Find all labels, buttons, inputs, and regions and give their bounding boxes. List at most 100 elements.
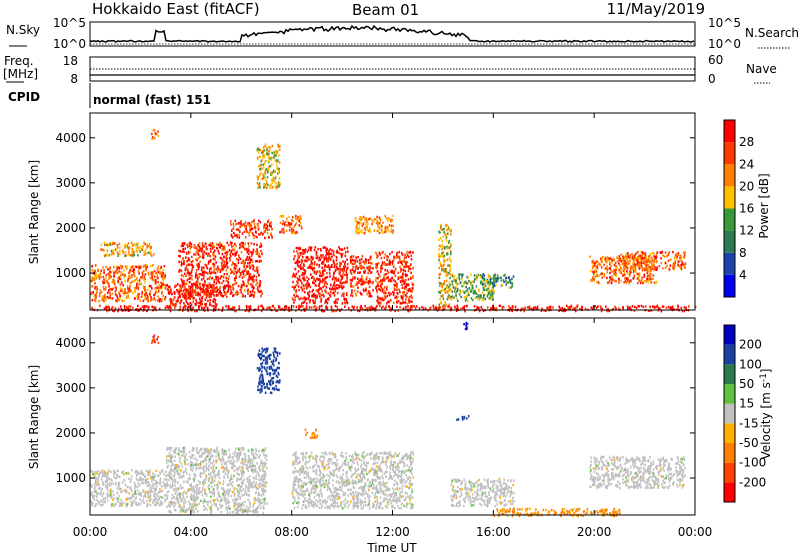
velocity-echo-0 [151, 486, 153, 490]
power-echo-0 [109, 266, 111, 269]
velocity-echo-0 [121, 490, 124, 493]
power-echo-17 [158, 307, 161, 311]
power-echo-0 [161, 277, 164, 280]
power-echo-11 [475, 278, 478, 281]
power-echo-3 [191, 268, 193, 272]
power-echo-1 [131, 252, 134, 255]
power-echo-6 [330, 252, 333, 255]
power-echo-6 [318, 259, 320, 262]
power-echo-10 [445, 279, 448, 282]
velocity-echo-0 [160, 501, 162, 504]
power-echo-4 [267, 219, 270, 222]
power-echo-3 [215, 268, 217, 271]
power-echo-14 [626, 256, 629, 259]
power-echo-11 [470, 297, 473, 300]
power-echo-17 [117, 307, 120, 311]
power-echo-6 [315, 289, 318, 292]
power-echo-14 [650, 268, 652, 271]
power-echo-7 [351, 294, 354, 298]
power-echo-9 [385, 225, 387, 229]
power-echo-11 [453, 274, 456, 278]
power-echo-8 [393, 279, 395, 282]
power-echo-0 [144, 293, 146, 296]
power-echo-0 [102, 275, 104, 279]
power-echo-3 [211, 242, 214, 245]
power-echo-14 [680, 266, 683, 269]
velocity-echo-0 [100, 489, 102, 493]
power-echo-14 [658, 264, 661, 268]
power-echo-3 [197, 253, 200, 256]
power-echo-7 [350, 284, 352, 288]
power-echo-9 [387, 225, 389, 229]
power-echo-17 [429, 306, 432, 309]
power-echo-3 [210, 272, 212, 275]
power-echo-14 [638, 256, 640, 259]
power-echo-17 [275, 309, 277, 313]
power-echo-6 [342, 281, 344, 284]
power-echo-2 [191, 291, 194, 294]
velocity-echo-0 [104, 497, 107, 500]
power-echo-4 [264, 228, 267, 231]
power-echo-8 [381, 298, 384, 301]
power-echo-2 [195, 303, 197, 307]
power-echo-3 [185, 264, 188, 267]
power-echo-9 [358, 231, 360, 235]
power-echo-14 [660, 257, 662, 260]
power-echo-8 [407, 299, 410, 302]
power-echo-6 [293, 250, 295, 253]
power-echo-10 [442, 283, 445, 286]
power-echo-12 [481, 281, 483, 284]
velocity-echo-0 [145, 469, 148, 472]
power-echo-11 [462, 284, 465, 287]
power-echo-0 [156, 274, 159, 277]
power-echo-9 [355, 229, 358, 232]
power-echo-17 [490, 307, 492, 310]
power-echo-3 [202, 252, 204, 256]
power-echo-3 [233, 272, 235, 276]
power-echo-10 [445, 274, 448, 278]
velocity-echo-0 [150, 475, 152, 479]
power-echo-3 [223, 287, 225, 290]
power-echo-6 [291, 285, 294, 289]
power-echo-2 [171, 292, 173, 296]
power-echo-6 [333, 291, 335, 294]
power-echo-17 [274, 307, 276, 310]
power-echo-0 [121, 281, 123, 284]
power-echo-8 [401, 263, 403, 266]
power-echo-8 [384, 277, 387, 280]
power-echo-3 [202, 287, 204, 291]
velocity-echo-0 [150, 477, 152, 480]
power-echo-10 [446, 224, 448, 227]
power-echo-13 [630, 271, 632, 274]
power-echo-17 [288, 309, 290, 312]
power-echo-13 [633, 274, 636, 277]
power-echo-10 [439, 291, 442, 295]
power-echo-17 [99, 304, 101, 307]
velocity-echo-0 [159, 472, 161, 475]
power-echo-3 [218, 267, 220, 271]
power-echo-4 [258, 219, 260, 222]
power-echo-3 [186, 279, 189, 282]
power-echo-2 [191, 295, 194, 298]
power-echo-3 [192, 260, 194, 263]
power-echo-4 [249, 223, 252, 227]
power-echo-13 [638, 264, 640, 268]
power-echo-13 [610, 265, 612, 268]
power-echo-11 [480, 282, 482, 285]
power-echo-3 [185, 251, 188, 254]
power-echo-3 [197, 286, 200, 289]
power-echo-17 [359, 306, 362, 309]
power-echo-17 [330, 307, 333, 310]
power-echo-3 [180, 244, 183, 248]
power-echo-3 [183, 250, 185, 253]
power-echo-7 [362, 265, 364, 269]
power-echo-17 [288, 306, 290, 310]
power-echo-17 [532, 306, 535, 310]
power-echo-16 [267, 156, 270, 159]
power-echo-3 [189, 272, 191, 275]
power-echo-11 [490, 294, 492, 297]
power-echo-3 [254, 250, 257, 253]
power-echo-17 [633, 309, 636, 312]
power-echo-3 [208, 267, 211, 271]
power-echo-3 [213, 265, 215, 269]
